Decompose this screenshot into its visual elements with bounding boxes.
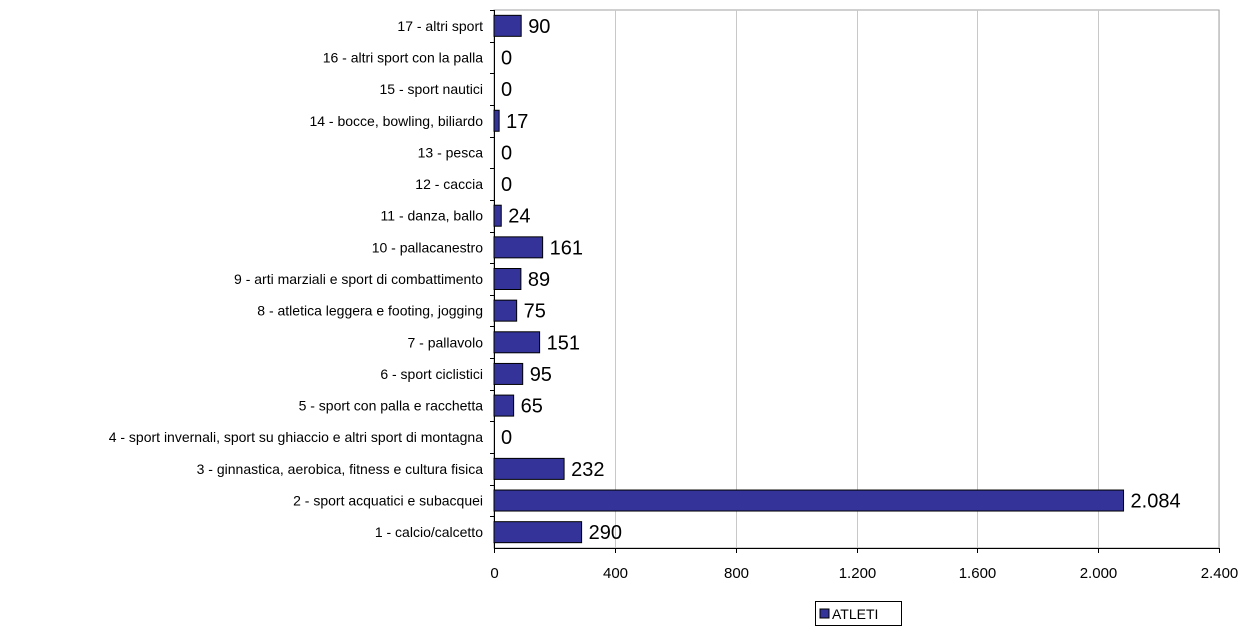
bar xyxy=(493,489,1125,512)
y-tick-label: 17 - altri sport xyxy=(397,18,483,34)
data-label: 0 xyxy=(501,79,512,101)
bar xyxy=(493,204,502,227)
x-tick-label: 1.600 xyxy=(959,565,997,582)
y-tick-label: 2 - sport acquatici e subacquei xyxy=(293,493,483,509)
legend-label: ATLETI xyxy=(832,606,878,622)
data-label: 89 xyxy=(528,269,550,291)
y-tick-label: 7 - pallavolo xyxy=(408,334,484,350)
bar xyxy=(493,457,565,480)
x-tick-label: 1.200 xyxy=(839,565,877,582)
data-label: 24 xyxy=(508,206,530,228)
bar xyxy=(493,109,500,132)
legend-box xyxy=(815,601,902,626)
y-tick-label: 15 - sport nautici xyxy=(380,81,484,97)
bar xyxy=(493,521,583,544)
data-label: 0 xyxy=(501,174,512,196)
data-label: 161 xyxy=(550,237,583,259)
x-tick-label: 800 xyxy=(724,565,749,582)
data-label: 2.084 xyxy=(1131,491,1181,513)
y-tick-label: 3 - ginnastica, aerobica, fitness e cult… xyxy=(197,461,484,477)
x-tick-label: 2.400 xyxy=(1201,565,1239,582)
bar xyxy=(493,268,522,290)
bar xyxy=(493,299,518,322)
y-tick-label: 12 - caccia xyxy=(415,176,483,192)
y-tick-label: 8 - atletica leggera e footing, jogging xyxy=(257,303,483,319)
data-label: 95 xyxy=(530,364,552,386)
bar xyxy=(493,14,522,37)
x-tick-label: 2.000 xyxy=(1080,565,1118,582)
data-label: 290 xyxy=(589,522,622,544)
data-label: 65 xyxy=(521,396,543,418)
x-tick-label: 0 xyxy=(490,565,498,582)
bar xyxy=(493,331,541,354)
y-tick-label: 1 - calcio/calcetto xyxy=(375,524,483,540)
bar xyxy=(493,394,515,417)
data-label: 17 xyxy=(506,111,528,133)
bar xyxy=(493,236,544,259)
data-label: 0 xyxy=(501,427,512,449)
data-label: 0 xyxy=(501,47,512,69)
data-label: 0 xyxy=(501,142,512,164)
y-tick-label: 5 - sport con palla e racchetta xyxy=(299,398,484,414)
y-tick-label: 9 - arti marziali e sport di combattimen… xyxy=(234,271,483,287)
data-label: 75 xyxy=(524,301,546,323)
data-label: 151 xyxy=(547,332,580,354)
y-tick-label: 14 - bocce, bowling, biliardo xyxy=(309,113,483,129)
y-tick-label: 11 - danza, ballo xyxy=(381,208,484,224)
y-tick-label: 6 - sport ciclistici xyxy=(380,366,483,382)
legend-swatch xyxy=(819,608,830,619)
y-tick-label: 13 - pesca xyxy=(418,144,484,160)
data-label: 90 xyxy=(528,16,550,38)
y-tick-label: 10 - pallacanestro xyxy=(372,239,484,255)
y-tick-label: 16 - altri sport con la palla xyxy=(323,49,484,65)
data-label: 232 xyxy=(571,459,604,481)
x-tick-label: 400 xyxy=(603,565,628,582)
bar xyxy=(493,362,524,385)
y-tick-label: 4 - sport invernali, sport su ghiaccio e… xyxy=(109,429,484,445)
